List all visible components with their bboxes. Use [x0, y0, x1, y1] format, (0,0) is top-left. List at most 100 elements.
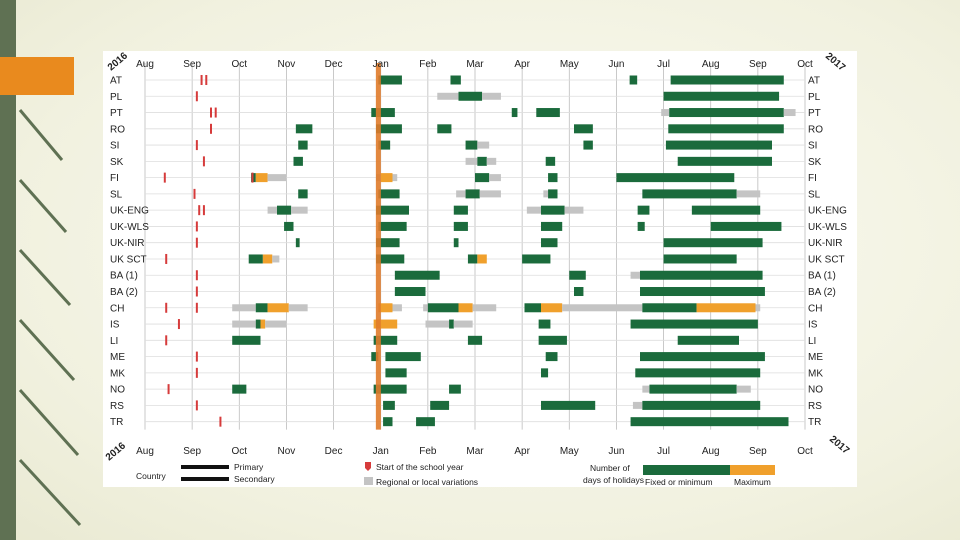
fixed-holiday-bar	[467, 335, 483, 345]
legend-maximum-label: Maximum	[734, 477, 771, 487]
school-year-start-marker	[251, 172, 254, 183]
legend-primary-swatch	[181, 465, 229, 469]
country-label-right: UK SCT	[808, 254, 845, 265]
country-label-left: CH	[110, 303, 124, 314]
month-tick-label-bottom: Jun	[608, 446, 624, 457]
month-tick-label-top: Sep	[749, 59, 767, 70]
maximum-holiday-bar	[477, 254, 487, 264]
maximum-holiday-bar	[378, 303, 393, 313]
fixed-holiday-bar	[248, 254, 263, 264]
bar-layer	[163, 63, 796, 430]
fixed-holiday-bar	[538, 335, 567, 345]
regional-variation-bar	[267, 174, 287, 182]
leaf-line	[18, 179, 68, 233]
school-year-start-marker	[163, 172, 166, 183]
legend-days-label-line1: Number of	[590, 463, 630, 473]
regional-variation-bar	[465, 157, 478, 165]
legend-regional-label: Regional or local variations	[376, 477, 478, 487]
fixed-holiday-bar	[298, 189, 308, 199]
month-tick-label-bottom: Jan	[373, 446, 389, 457]
month-tick-label-bottom: Sep	[749, 446, 767, 457]
fixed-holiday-bar	[371, 352, 379, 362]
month-tick-label-bottom: May	[560, 446, 579, 457]
fixed-holiday-bar	[449, 319, 454, 329]
fixed-holiday-bar	[642, 400, 761, 410]
fixed-holiday-bar	[574, 124, 593, 134]
fixed-holiday-bar	[295, 124, 313, 134]
fixed-holiday-bar	[642, 189, 737, 199]
regional-variation-bar	[456, 190, 466, 198]
regional-variation-bar	[736, 385, 751, 393]
fixed-holiday-bar	[475, 173, 490, 183]
fixed-holiday-bar	[710, 221, 782, 231]
country-label-right: AT	[808, 76, 820, 87]
country-label-right: UK-ENG	[808, 206, 847, 217]
fixed-holiday-bar	[295, 238, 300, 248]
school-year-start-marker	[202, 205, 205, 216]
fixed-holiday-bar	[635, 368, 761, 378]
month-tick-label-bottom: Aug	[136, 446, 154, 457]
regional-variation-bar	[267, 206, 277, 214]
fixed-holiday-bar	[427, 303, 459, 313]
fixed-holiday-bar	[522, 254, 551, 264]
fixed-holiday-bar	[548, 173, 558, 183]
fixed-holiday-bar	[677, 335, 739, 345]
school-year-start-marker	[205, 75, 208, 85]
regional-variation-bar	[486, 157, 497, 165]
regional-variation-bar	[291, 206, 308, 214]
school-year-start-marker	[193, 188, 196, 199]
fixed-holiday-bar	[630, 417, 789, 427]
school-year-start-marker	[195, 367, 198, 378]
fixed-holiday-bar	[430, 400, 450, 410]
month-tick-label-bottom: Aug	[702, 446, 720, 457]
fixed-holiday-bar	[668, 124, 784, 134]
country-label-left: IS	[110, 320, 120, 331]
fixed-holiday-bar	[665, 140, 772, 150]
month-tick-label-top: Oct	[797, 59, 813, 70]
fixed-holiday-bar	[541, 205, 565, 215]
fixed-holiday-bar	[232, 384, 247, 394]
fixed-holiday-bar	[284, 221, 294, 231]
fixed-holiday-bar	[545, 352, 558, 362]
school-year-start-marker	[165, 302, 168, 313]
fixed-holiday-bar	[677, 156, 772, 166]
fixed-holiday-bar	[376, 238, 400, 248]
school-year-start-marker	[195, 351, 198, 362]
country-label-right: PL	[808, 92, 821, 103]
legend-maximum-swatch	[730, 465, 775, 475]
legend: Country Primary Secondary Start of the s…	[136, 462, 775, 487]
fixed-holiday-bar	[663, 254, 737, 264]
year-start-label-bottom: 2016	[104, 440, 128, 463]
month-tick-label-top: Aug	[702, 59, 720, 70]
school-year-start-marker	[200, 75, 203, 85]
country-label-left: BA (1)	[110, 271, 138, 282]
regional-variation-bar	[489, 174, 501, 182]
school-year-start-marker	[210, 107, 212, 118]
regional-variation-bar	[425, 320, 450, 328]
country-label-right: LI	[808, 336, 816, 347]
fixed-holiday-bar	[373, 384, 407, 394]
country-label-left: UK SCT	[110, 254, 147, 265]
fixed-holiday-bar	[383, 417, 393, 427]
fixed-holiday-bar	[637, 221, 645, 231]
country-label-left: AT	[110, 76, 122, 87]
maximum-holiday-bar	[458, 303, 473, 313]
left-accent-strip	[0, 0, 16, 540]
year-start-label-top: 2016	[106, 51, 130, 73]
fixed-holiday-bar	[545, 156, 556, 166]
fixed-holiday-bar	[465, 140, 478, 150]
regional-variation-bar	[272, 255, 280, 263]
country-label-left: FI	[110, 173, 119, 184]
month-tick-label-bottom: Jul	[657, 446, 670, 457]
fixed-holiday-bar	[649, 384, 737, 394]
month-tick-label-bottom: Mar	[466, 446, 484, 457]
fixed-holiday-bar	[569, 270, 586, 280]
month-tick-label-bottom: Apr	[514, 446, 530, 457]
fixed-holiday-bar	[630, 319, 758, 329]
country-label-left: LI	[110, 336, 118, 347]
school-year-start-marker	[195, 140, 198, 151]
country-label-left: PT	[110, 108, 123, 119]
year-end-label-bottom: 2017	[827, 434, 851, 457]
legend-regional-swatch	[364, 477, 373, 485]
